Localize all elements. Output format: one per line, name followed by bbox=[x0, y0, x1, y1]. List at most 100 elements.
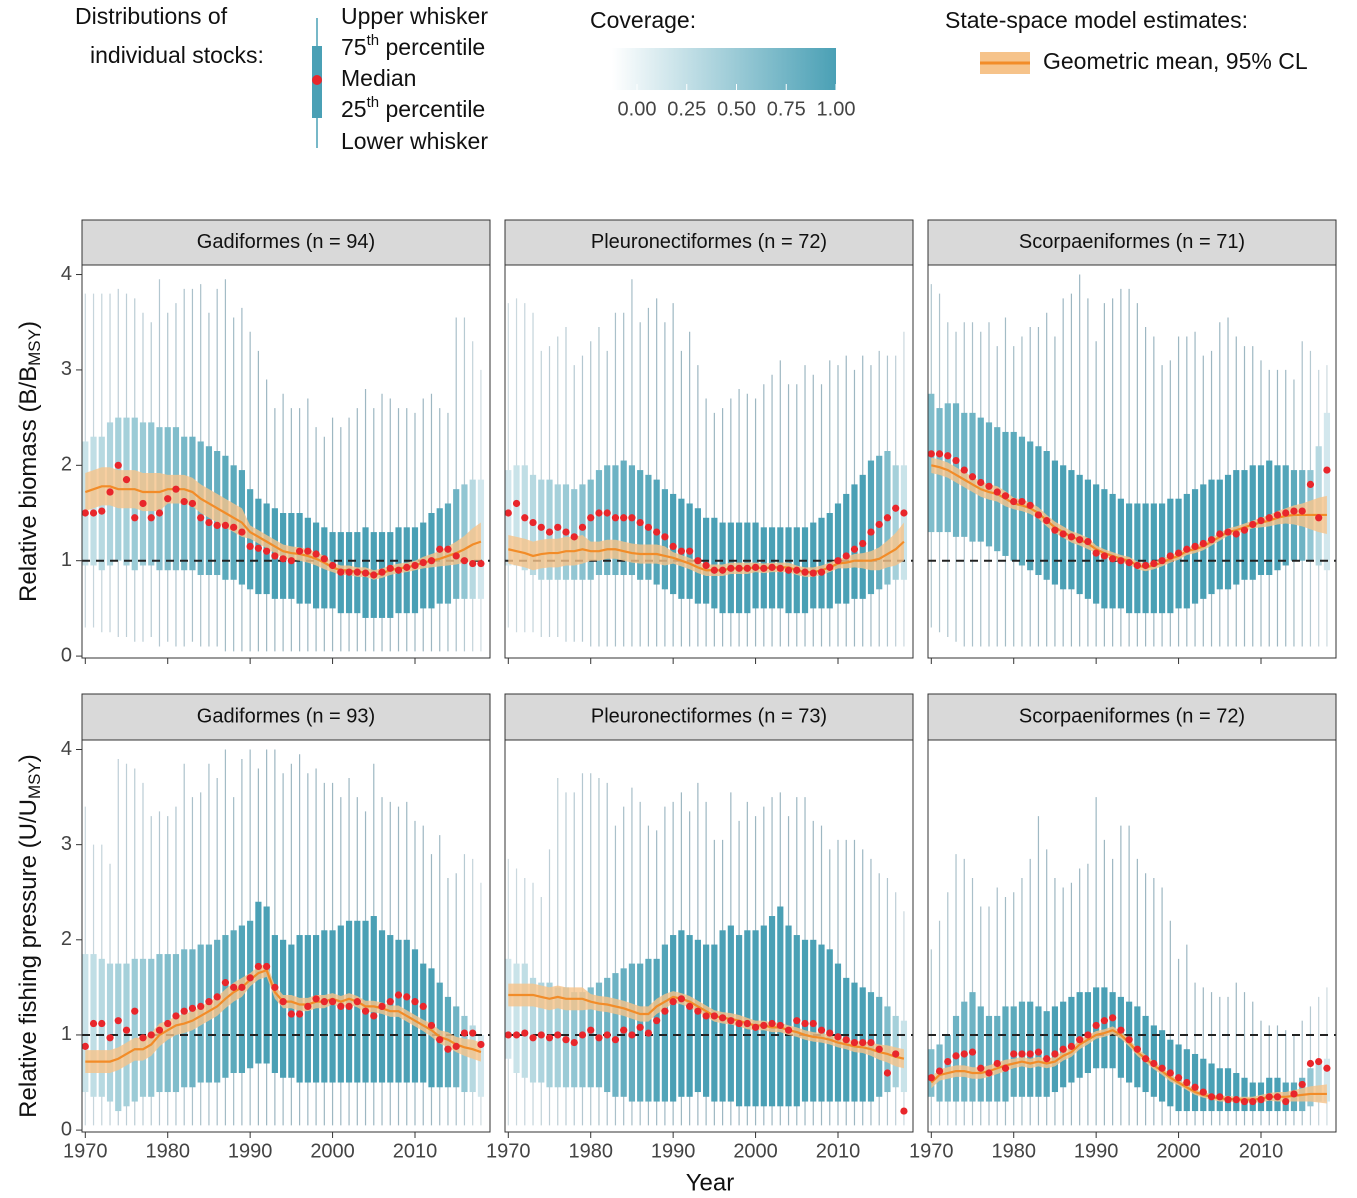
median-point bbox=[1224, 528, 1232, 536]
box bbox=[139, 958, 147, 1097]
median-point bbox=[238, 983, 246, 991]
legend-label: 75th percentile bbox=[341, 32, 485, 60]
box bbox=[1010, 431, 1017, 561]
median-point bbox=[1298, 1080, 1306, 1089]
median-point bbox=[702, 561, 710, 570]
median-point bbox=[952, 1052, 960, 1060]
median-point bbox=[304, 547, 312, 555]
box bbox=[505, 958, 512, 1059]
x-tick-label: 2000 bbox=[733, 1140, 778, 1162]
median-point bbox=[1010, 497, 1018, 506]
box bbox=[653, 958, 660, 1102]
median-point bbox=[1084, 538, 1092, 546]
median-point bbox=[1232, 1096, 1240, 1104]
median-point bbox=[669, 998, 677, 1006]
median-point bbox=[669, 542, 677, 550]
median-point bbox=[784, 566, 793, 574]
median-point bbox=[562, 528, 570, 536]
median-point bbox=[521, 1029, 529, 1037]
box bbox=[513, 963, 520, 1074]
median-point bbox=[859, 1038, 867, 1047]
median-point bbox=[875, 1045, 883, 1053]
y-axis-title-part: ) bbox=[15, 754, 42, 762]
median-point bbox=[1109, 1014, 1117, 1022]
median-point bbox=[1109, 555, 1117, 563]
median-point bbox=[221, 979, 230, 987]
median-point bbox=[370, 1012, 378, 1020]
median-point bbox=[296, 547, 304, 555]
median-point bbox=[353, 568, 361, 576]
median-point bbox=[727, 564, 735, 572]
median-point bbox=[587, 1026, 595, 1034]
median-point bbox=[1133, 561, 1141, 570]
panel: Scorpaeniformes (n = 72) 1970 1980 1990 2000… bbox=[909, 693, 1337, 1162]
box bbox=[768, 916, 776, 1107]
geometric-mean-line bbox=[508, 993, 905, 1060]
median-point bbox=[545, 528, 554, 536]
box bbox=[1068, 470, 1075, 590]
median-point bbox=[337, 1002, 345, 1011]
median-point bbox=[512, 499, 521, 508]
median-point bbox=[1191, 1083, 1199, 1091]
box bbox=[1018, 1001, 1026, 1097]
median-point bbox=[460, 557, 469, 565]
median-point bbox=[826, 1029, 834, 1037]
median-point bbox=[1306, 1059, 1315, 1068]
median-point bbox=[345, 1002, 353, 1011]
y-tick-label: 1 bbox=[61, 549, 72, 571]
median-point bbox=[403, 993, 411, 1001]
panel: Gadiformes (n = 94) Relative biomass (B/B… bbox=[15, 219, 491, 666]
x-tick-label: 2010 bbox=[1239, 1140, 1284, 1162]
box bbox=[777, 906, 784, 1107]
median-point bbox=[809, 569, 817, 577]
median-point bbox=[760, 564, 768, 572]
median-point bbox=[1191, 542, 1199, 550]
median-point bbox=[1315, 1057, 1323, 1066]
median-point bbox=[419, 559, 427, 567]
strip bbox=[81, 693, 491, 741]
x-tick-label: 1990 bbox=[1074, 1140, 1119, 1162]
median-point bbox=[394, 566, 403, 574]
median-point bbox=[710, 566, 718, 574]
median-point bbox=[960, 1050, 968, 1058]
panel: Pleuronectiformes (n = 72) bbox=[504, 219, 914, 664]
box bbox=[694, 508, 701, 604]
median-point bbox=[1059, 1045, 1067, 1053]
median-point bbox=[1018, 497, 1026, 506]
panel-frame bbox=[504, 264, 914, 659]
median-point bbox=[197, 1002, 205, 1011]
median-point bbox=[793, 566, 801, 574]
legend-title: Coverage: bbox=[590, 7, 696, 33]
box bbox=[1068, 996, 1075, 1083]
median-point bbox=[595, 1034, 603, 1042]
legend-label: th bbox=[367, 94, 380, 111]
median-point bbox=[353, 998, 361, 1006]
median-point bbox=[944, 1057, 952, 1066]
median-point bbox=[1232, 530, 1240, 538]
panel-frame bbox=[927, 264, 1337, 659]
box bbox=[661, 944, 668, 1102]
panel-title: Pleuronectiformes (n = 72) bbox=[591, 231, 827, 253]
y-tick-label: 1 bbox=[61, 1023, 72, 1045]
median-point bbox=[1282, 509, 1290, 517]
median-point bbox=[1240, 1097, 1249, 1106]
median-point bbox=[1224, 1096, 1232, 1104]
median-point bbox=[968, 473, 977, 481]
box bbox=[1142, 503, 1149, 614]
box bbox=[1134, 503, 1141, 614]
y-axis-title: Relative fishing pressure (U/UMSY) bbox=[15, 754, 44, 1118]
median-point bbox=[1092, 1021, 1100, 1030]
panel-frame bbox=[927, 739, 1337, 1133]
median-point bbox=[1273, 1093, 1282, 1101]
median-point bbox=[89, 1019, 98, 1028]
box bbox=[595, 470, 603, 576]
median-point bbox=[694, 557, 702, 565]
box bbox=[686, 935, 693, 1097]
median-point bbox=[952, 456, 960, 465]
median-point bbox=[892, 504, 900, 512]
median-point bbox=[1174, 1074, 1183, 1082]
median-point bbox=[370, 571, 378, 579]
median-point bbox=[735, 1019, 743, 1028]
median-point bbox=[378, 568, 386, 576]
median-point bbox=[694, 1007, 702, 1015]
